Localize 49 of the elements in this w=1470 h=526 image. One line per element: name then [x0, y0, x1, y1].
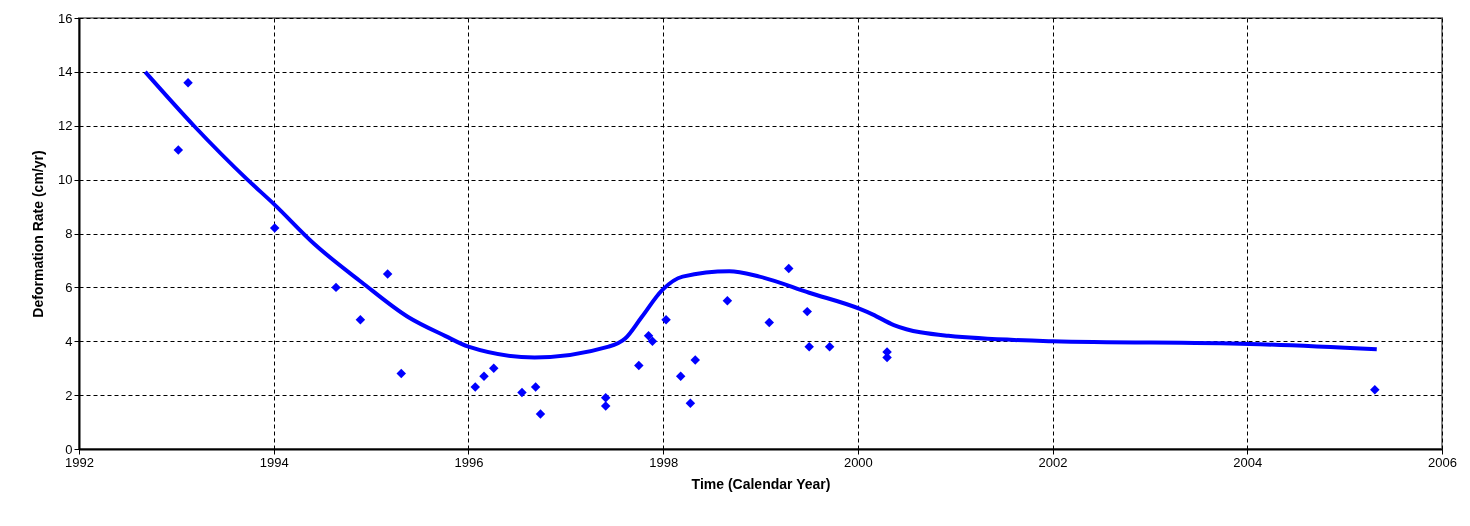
point: [647, 336, 658, 346]
x-tick-label: 1996: [454, 454, 484, 470]
point: [183, 77, 193, 88]
point: [382, 269, 393, 279]
point: [269, 223, 280, 233]
y-tick-label: 14: [58, 64, 73, 80]
x-tick-label: 2006: [1428, 454, 1457, 470]
point: [722, 296, 733, 306]
point: [396, 368, 406, 379]
point: [535, 409, 546, 419]
point: [517, 387, 527, 398]
point: [355, 314, 366, 325]
x-tick-label: 2002: [1038, 454, 1068, 470]
point: [783, 263, 794, 274]
point: [1370, 384, 1380, 395]
y-tick-label: 8: [65, 226, 73, 241]
point: [634, 360, 644, 371]
point: [331, 282, 341, 293]
point: [173, 145, 184, 155]
y-tick-label: 0: [65, 441, 73, 457]
x-axis-title: Time (Calendar Year): [691, 475, 831, 492]
point: [600, 393, 611, 403]
point: [661, 314, 671, 325]
point: [643, 331, 654, 341]
x-tick-label: 1998: [649, 454, 679, 470]
x-tick-label: 1994: [259, 454, 289, 470]
point: [479, 371, 489, 382]
y-tick-label: 4: [65, 333, 73, 349]
point: [470, 382, 480, 392]
y-tick-label: 2: [65, 387, 73, 403]
point: [675, 371, 686, 382]
point: [804, 341, 814, 352]
point: [690, 355, 701, 365]
y-tick-label: 10: [58, 172, 73, 188]
y-tick-label: 16: [58, 10, 73, 26]
point: [824, 341, 835, 352]
point: [764, 317, 775, 328]
y-tick-label: 12: [58, 118, 73, 134]
point: [530, 382, 541, 392]
point: [489, 363, 499, 373]
x-tick-label: 2000: [843, 454, 873, 470]
y-tick-label: 6: [65, 279, 73, 295]
point: [600, 401, 611, 411]
point: [802, 306, 812, 317]
x-tick-label: 2004: [1233, 454, 1263, 470]
point: [685, 398, 696, 408]
x-tick-label: 1992: [65, 454, 94, 470]
line-series: [143, 69, 1379, 360]
y-axis-title: Deformation Rate (cm/yr): [30, 150, 47, 318]
